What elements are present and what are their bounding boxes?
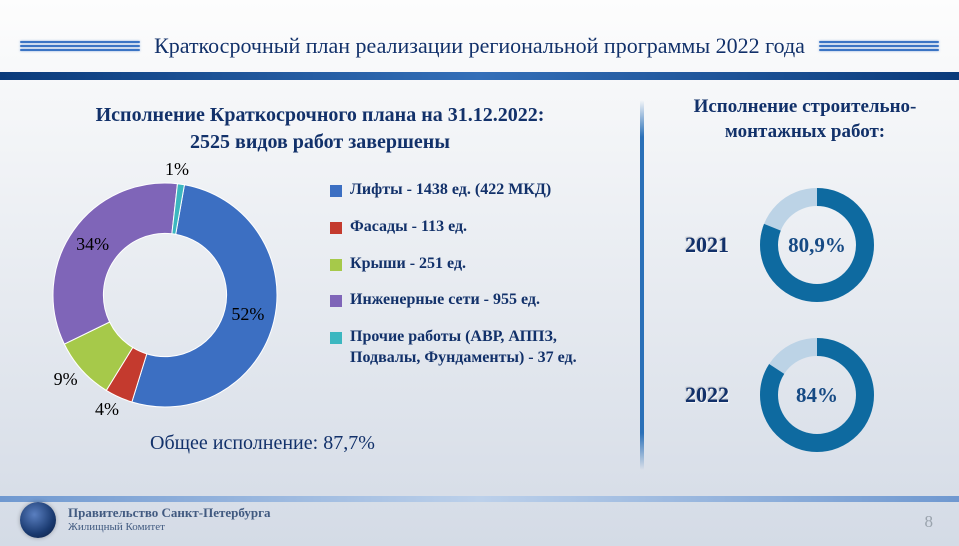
progress-ring: 84%: [757, 335, 877, 455]
legend-label: Инженерные сети - 955 ед.: [350, 290, 540, 311]
legend-item: Фасады - 113 ед.: [330, 217, 630, 238]
footer-org: Правительство Санкт-Петербурга: [68, 505, 271, 521]
ring-pct-label: 84%: [757, 335, 877, 455]
footer: Правительство Санкт-Петербурга Жилищный …: [0, 496, 959, 546]
donut-slice-label: 4%: [95, 399, 119, 420]
right-panel: Исполнение строительно-монтажных работ: …: [660, 90, 950, 144]
page-number: 8: [925, 512, 934, 532]
left-panel: Исполнение Краткосрочного плана на 31.12…: [30, 90, 610, 156]
header-rule-left: [20, 41, 140, 51]
legend-item: Инженерные сети - 955 ед.: [330, 290, 630, 311]
main-content: Исполнение Краткосрочного плана на 31.12…: [0, 90, 959, 500]
legend-item: Лифты - 1438 ед. (422 МКД): [330, 180, 630, 201]
donut-chart: 52%4%9%34%1%: [40, 170, 290, 420]
rings-title: Исполнение строительно-монтажных работ:: [660, 95, 950, 144]
header-rule-right: [819, 41, 939, 51]
legend-swatch: [330, 222, 342, 234]
header: Краткосрочный план реализации региональн…: [0, 24, 959, 68]
legend-label: Прочие работы (АВР, АППЗ, Подвалы, Фунда…: [350, 327, 630, 369]
header-blue-strip: [0, 72, 959, 80]
ring-year-label: 2021: [685, 232, 729, 258]
donut-slice-label: 52%: [231, 304, 264, 325]
plan-title: Исполнение Краткосрочного плана на 31.12…: [30, 102, 610, 156]
legend-swatch: [330, 185, 342, 197]
legend-swatch: [330, 259, 342, 271]
legend-item: Крыши - 251 ед.: [330, 254, 630, 275]
ring-row: 2022 84%: [685, 335, 877, 455]
plan-title-line1: Исполнение Краткосрочного плана на 31.12…: [96, 104, 545, 126]
vertical-separator: [640, 100, 644, 470]
ring-year-label: 2022: [685, 382, 729, 408]
emblem-icon: [20, 502, 56, 538]
footer-dept: Жилищный Комитет: [68, 521, 271, 535]
ring-row: 2021 80,9%: [685, 185, 877, 305]
donut-slice-label: 1%: [165, 159, 189, 180]
footer-content: Правительство Санкт-Петербурга Жилищный …: [20, 502, 271, 538]
page-title: Краткосрочный план реализации региональн…: [140, 33, 819, 59]
legend-item: Прочие работы (АВР, АППЗ, Подвалы, Фунда…: [330, 327, 630, 369]
total-execution-label: Общее исполнение: 87,7%: [150, 432, 375, 455]
legend-label: Фасады - 113 ед.: [350, 217, 467, 238]
donut-slice-label: 9%: [54, 369, 78, 390]
donut-slice-label: 34%: [76, 234, 109, 255]
legend-swatch: [330, 332, 342, 344]
legend-swatch: [330, 295, 342, 307]
footer-text: Правительство Санкт-Петербурга Жилищный …: [68, 505, 271, 535]
ring-pct-label: 80,9%: [757, 185, 877, 305]
plan-title-line2: 2525 видов работ завершены: [190, 131, 450, 153]
progress-ring: 80,9%: [757, 185, 877, 305]
legend: Лифты - 1438 ед. (422 МКД) Фасады - 113 е…: [330, 180, 630, 369]
legend-label: Лифты - 1438 ед. (422 МКД): [350, 180, 551, 201]
donut-slice: [53, 183, 177, 344]
legend-label: Крыши - 251 ед.: [350, 254, 466, 275]
